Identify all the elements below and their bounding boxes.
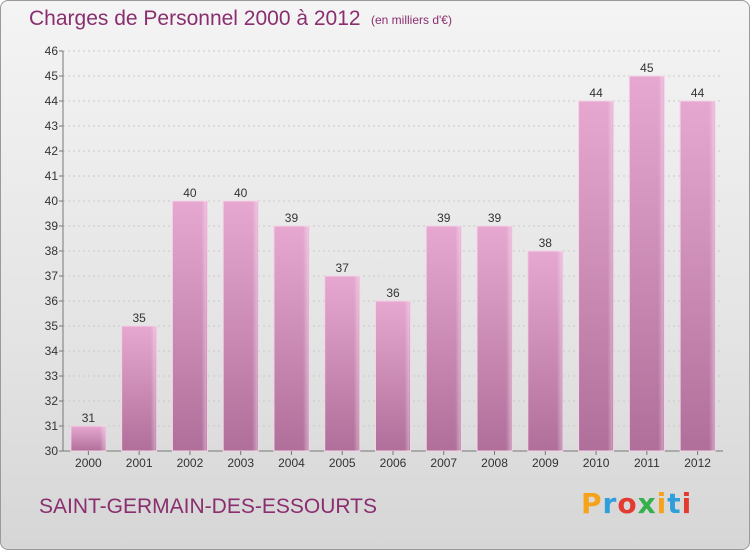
bar-highlight [353,276,359,451]
x-tick-label: 2011 [634,456,660,470]
bar-highlight [709,101,715,451]
y-tick-label: 37 [45,269,59,283]
x-tick-label: 2001 [126,456,153,470]
x-tick-label: 2004 [278,456,305,470]
x-tick-label: 2003 [227,456,254,470]
bar-highlight [607,101,613,451]
proxiti-logo[interactable]: Proxiti [581,487,692,520]
y-tick-label: 44 [45,94,59,108]
logo-letter: r [602,487,618,520]
bar-highlight [99,426,105,451]
bar-highlight [556,251,562,451]
x-tick-label: 2006 [380,456,407,470]
logo-letter: o [617,487,638,520]
y-tick-label: 35 [45,319,59,333]
chart-subtitle: (en milliers d'€) [371,13,452,27]
data-label: 37 [336,261,350,275]
x-tick-label: 2009 [532,456,559,470]
y-tick-label: 31 [45,419,59,433]
bar-highlight [404,301,410,451]
bar-highlight [252,201,258,451]
data-label: 40 [183,186,197,200]
bar-highlight [150,326,156,451]
logo-letter: P [581,487,603,520]
x-tick-label: 2000 [75,456,102,470]
data-label: 35 [132,311,146,325]
y-tick-label: 39 [45,219,59,233]
data-label: 39 [285,211,299,225]
data-label: 44 [589,86,603,100]
y-tick-label: 43 [45,119,59,133]
data-label: 39 [488,211,502,225]
y-tick-label: 33 [45,369,59,383]
bar-highlight [658,76,664,451]
bar-highlight [455,226,461,451]
logo-letter: i [656,487,668,520]
bar-highlight [302,226,308,451]
y-tick-label: 36 [45,294,59,308]
bar-highlight [506,226,512,451]
logo-letter: i [681,487,693,520]
x-tick-label: 2010 [583,456,610,470]
y-tick-label: 46 [45,44,59,58]
data-label: 39 [437,211,451,225]
y-tick-label: 34 [45,344,59,358]
x-tick-label: 2007 [430,456,457,470]
y-tick-label: 40 [45,194,59,208]
x-tick-label: 2002 [177,456,204,470]
data-label: 36 [386,286,400,300]
bar-highlight [201,201,207,451]
x-tick-label: 2008 [481,456,508,470]
y-tick-label: 45 [45,69,59,83]
y-tick-label: 41 [45,169,59,183]
y-tick-label: 32 [45,394,59,408]
data-label: 40 [234,186,248,200]
data-label: 44 [691,86,705,100]
city-name: SAINT-GERMAIN-DES-ESSOURTS [39,495,377,518]
logo-letter: x [637,487,657,520]
logo-letter: t [667,487,682,520]
data-label: 31 [82,411,96,425]
data-label: 38 [539,236,553,250]
data-label: 45 [640,61,654,75]
x-tick-label: 2012 [684,456,711,470]
y-tick-label: 38 [45,244,59,258]
chart-title: Charges de Personnel 2000 à 2012 [29,7,361,30]
x-tick-label: 2005 [329,456,356,470]
y-tick-label: 42 [45,144,59,158]
y-tick-label: 30 [45,444,59,458]
